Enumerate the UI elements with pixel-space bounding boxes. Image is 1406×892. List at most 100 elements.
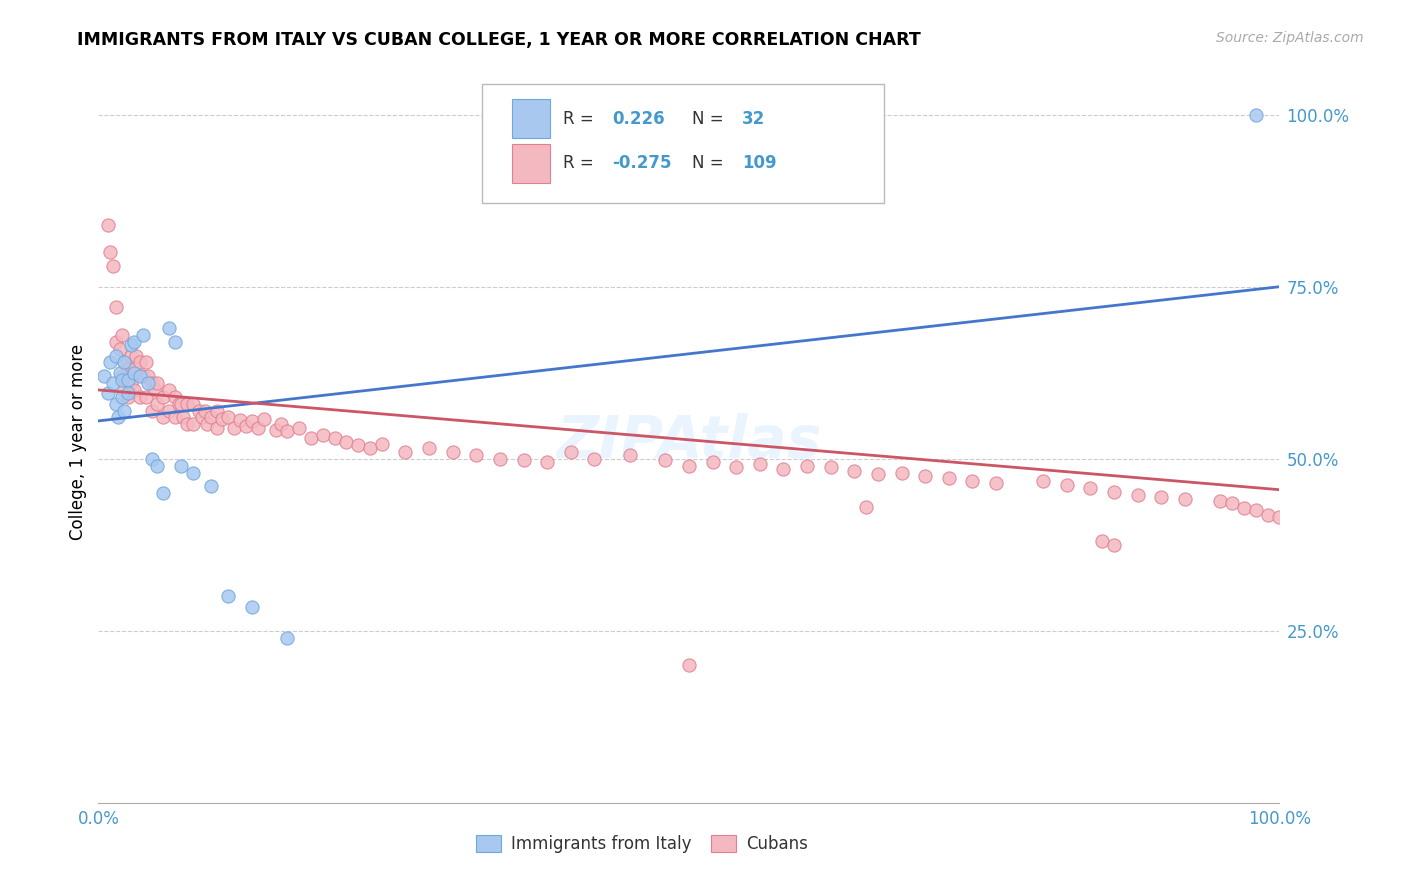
Point <box>181 466 204 480</box>
Point <box>152 410 174 425</box>
Point <box>465 448 488 462</box>
Point <box>512 453 534 467</box>
Point <box>187 403 209 417</box>
Point <box>122 362 145 376</box>
Point <box>111 390 134 404</box>
Point <box>1150 490 1173 504</box>
Point <box>136 369 159 384</box>
Point <box>240 414 263 428</box>
Point <box>152 486 174 500</box>
Point <box>146 458 169 473</box>
Point <box>796 458 818 473</box>
Point <box>181 417 204 432</box>
Point <box>112 355 135 369</box>
Point <box>1244 503 1267 517</box>
Point <box>270 417 292 432</box>
Point <box>105 397 128 411</box>
Point <box>200 410 222 425</box>
Point <box>194 403 217 417</box>
Point <box>1056 478 1078 492</box>
Point <box>235 418 257 433</box>
Point <box>165 390 187 404</box>
Point <box>1233 501 1256 516</box>
Point <box>1174 491 1197 506</box>
Point <box>97 386 120 401</box>
Point <box>117 362 139 376</box>
Point <box>359 442 381 456</box>
Point <box>772 462 794 476</box>
Point <box>820 460 842 475</box>
Point <box>217 410 239 425</box>
Point <box>165 410 187 425</box>
Text: 109: 109 <box>742 154 776 172</box>
Point <box>107 410 129 425</box>
Point <box>1244 108 1267 122</box>
Point <box>619 448 641 462</box>
Point <box>176 397 198 411</box>
Point <box>93 369 115 384</box>
Point <box>1220 496 1243 510</box>
Point <box>1102 484 1125 499</box>
Point <box>191 410 214 425</box>
Point <box>122 334 145 349</box>
Point <box>141 403 163 417</box>
Point <box>125 349 148 363</box>
Point <box>914 469 936 483</box>
Text: R =: R = <box>562 154 599 172</box>
Point <box>105 334 128 349</box>
Point <box>224 421 246 435</box>
Point <box>276 631 298 645</box>
Point <box>1209 494 1232 508</box>
Point <box>205 421 228 435</box>
Point <box>128 355 150 369</box>
Point <box>890 466 912 480</box>
Point <box>141 376 163 390</box>
Point <box>117 386 139 401</box>
Point <box>748 457 770 471</box>
Point <box>112 383 135 397</box>
Point <box>866 467 889 481</box>
Point <box>146 397 169 411</box>
Point <box>962 474 984 488</box>
Point <box>195 417 218 432</box>
Point <box>246 421 269 435</box>
Point <box>984 475 1007 490</box>
Point <box>117 373 139 387</box>
Point <box>678 658 700 673</box>
Point <box>253 412 276 426</box>
Point <box>108 366 131 380</box>
Point <box>299 431 322 445</box>
Point <box>122 383 145 397</box>
Point <box>105 349 128 363</box>
Point <box>489 451 512 466</box>
Point <box>111 373 134 387</box>
Point <box>112 355 135 369</box>
Point <box>98 355 121 369</box>
Point <box>288 421 311 435</box>
Point <box>1102 538 1125 552</box>
Point <box>371 436 394 450</box>
Point <box>176 417 198 432</box>
Text: -0.275: -0.275 <box>612 154 672 172</box>
Y-axis label: College, 1 year or more: College, 1 year or more <box>69 343 87 540</box>
Point <box>128 390 150 404</box>
Text: R =: R = <box>562 110 599 128</box>
Point <box>678 458 700 473</box>
Point <box>654 453 676 467</box>
Point <box>335 434 357 449</box>
Text: ZIPAtlas: ZIPAtlas <box>557 413 821 470</box>
Point <box>157 321 180 335</box>
Point <box>108 342 131 356</box>
Text: N =: N = <box>693 154 730 172</box>
Point <box>111 327 134 342</box>
FancyBboxPatch shape <box>512 144 550 183</box>
Point <box>583 451 606 466</box>
Point <box>143 383 166 397</box>
Point <box>135 390 157 404</box>
Text: 0.226: 0.226 <box>612 110 665 128</box>
Text: 32: 32 <box>742 110 765 128</box>
Point <box>211 412 233 426</box>
Point <box>276 424 298 438</box>
Point <box>1080 481 1102 495</box>
Point <box>938 471 960 485</box>
